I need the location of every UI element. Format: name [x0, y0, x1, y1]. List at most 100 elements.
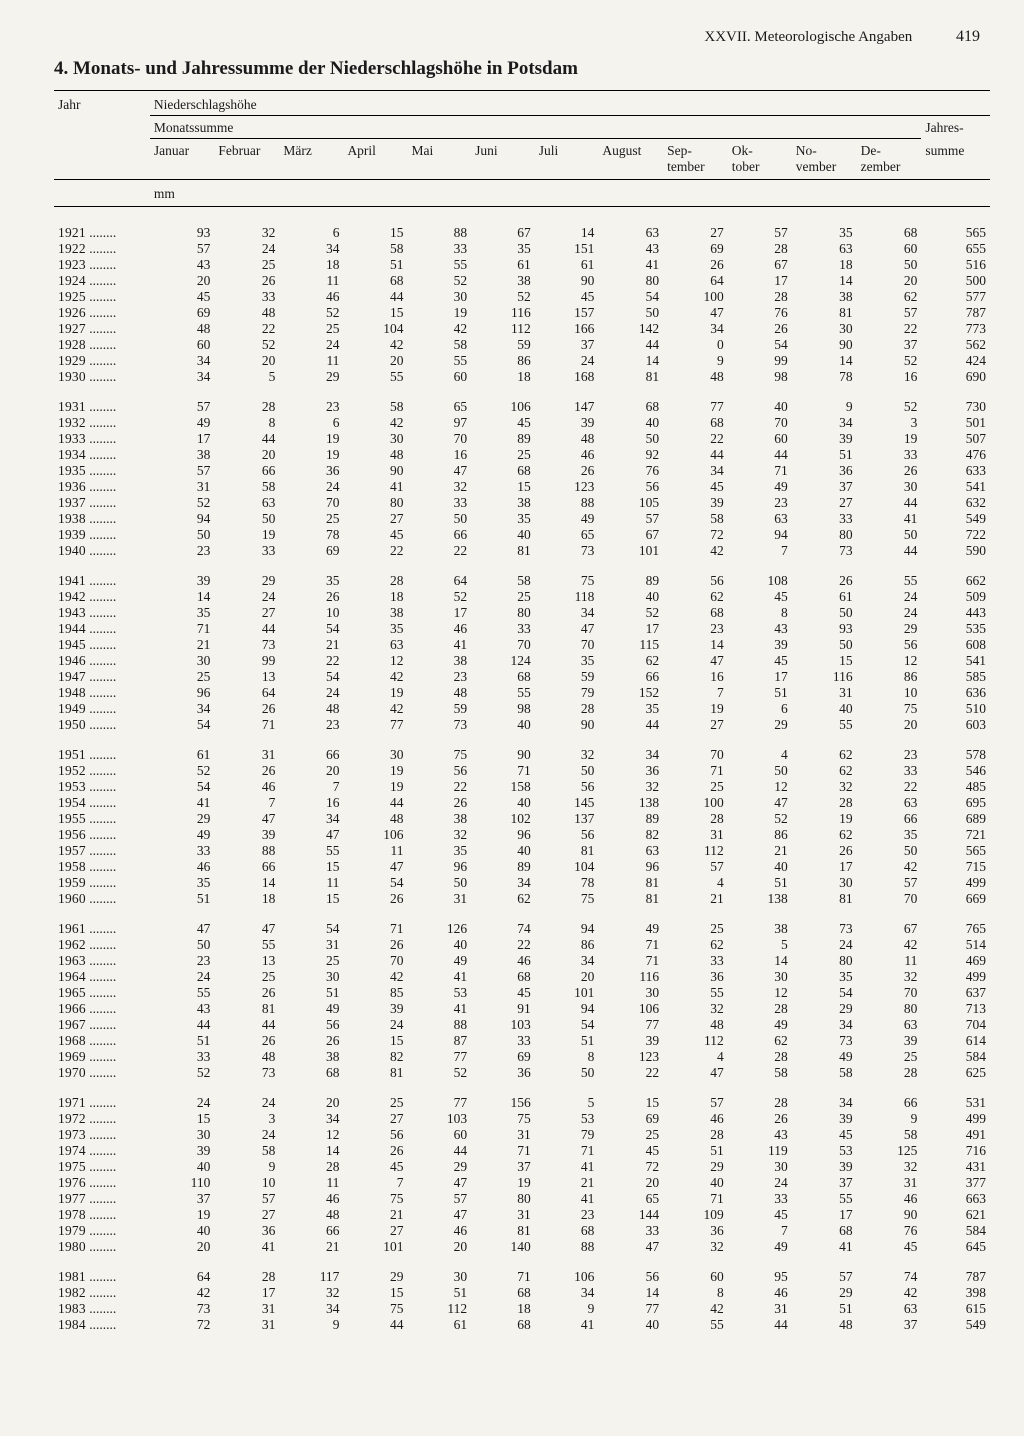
cell-value: 30 — [728, 969, 792, 985]
cell-value: 54 — [343, 875, 407, 891]
cell-value: 65 — [408, 399, 472, 415]
cell-value: 54 — [598, 289, 663, 305]
cell-value: 47 — [535, 621, 599, 637]
cell-value: 106 — [598, 1001, 663, 1017]
cell-value: 24 — [279, 337, 343, 353]
cell-value: 22 — [408, 543, 472, 559]
cell-yearsum: 549 — [921, 1317, 990, 1333]
cell-value: 22 — [471, 937, 535, 953]
cell-value: 27 — [792, 495, 857, 511]
cell-value: 80 — [471, 1191, 535, 1207]
cell-value: 40 — [792, 701, 857, 717]
cell-value: 22 — [598, 1065, 663, 1081]
cell-value: 29 — [279, 369, 343, 385]
cell-value: 18 — [279, 257, 343, 273]
table-row: 1970527368815236502247585828625 — [54, 1065, 990, 1081]
cell-value: 36 — [792, 463, 857, 479]
header-month: Januar — [150, 139, 215, 178]
table-row: 19674444562488103547748493463704 — [54, 1017, 990, 1033]
cell-value: 39 — [792, 1159, 857, 1175]
cell-value: 26 — [728, 321, 792, 337]
table-title: 4. Monats- und Jahressumme der Niedersch… — [54, 58, 990, 80]
cell-value: 109 — [663, 1207, 728, 1223]
cell-value: 47 — [728, 795, 792, 811]
cell-value: 56 — [857, 637, 922, 653]
cell-value: 101 — [535, 985, 599, 1001]
cell-value: 32 — [598, 779, 663, 795]
cell-value: 20 — [408, 1239, 472, 1255]
cell-value: 16 — [857, 369, 922, 385]
cell-yearsum: 663 — [921, 1191, 990, 1207]
cell-value: 15 — [471, 479, 535, 495]
cell-value: 50 — [728, 763, 792, 779]
cell-value: 39 — [150, 1143, 215, 1159]
cell-value: 50 — [857, 843, 922, 859]
cell-value: 26 — [279, 589, 343, 605]
cell-value: 12 — [728, 779, 792, 795]
cell-value: 36 — [663, 1223, 728, 1239]
cell-yearsum: 584 — [921, 1049, 990, 1065]
cell-value: 37 — [792, 1175, 857, 1191]
table-row: 1939501978456640656772948050722 — [54, 527, 990, 543]
cell-value: 28 — [857, 1065, 922, 1081]
cell-value: 17 — [792, 859, 857, 875]
table-row: 19225724345833351514369286360655 — [54, 241, 990, 257]
cell-value: 56 — [279, 1017, 343, 1033]
table-row: 1932498642974539406870343501 — [54, 415, 990, 431]
cell-value: 89 — [598, 811, 663, 827]
table-row: 19452173216341707011514395056608 — [54, 637, 990, 653]
cell-value: 42 — [343, 701, 407, 717]
cell-value: 24 — [343, 1017, 407, 1033]
section-label: XXVII. Meteorologische Angaben — [704, 29, 912, 45]
cell-value: 44 — [343, 795, 407, 811]
cell-value: 52 — [471, 289, 535, 305]
cell-value: 30 — [728, 1159, 792, 1175]
cell-value: 88 — [214, 843, 279, 859]
cell-value: 61 — [150, 747, 215, 763]
cell-value: 33 — [408, 495, 472, 511]
cell-value: 34 — [663, 463, 728, 479]
cell-value: 81 — [471, 1223, 535, 1239]
cell-value: 47 — [408, 1175, 472, 1191]
table-row: 1948966424194855791527513110636 — [54, 685, 990, 701]
cell-value: 42 — [663, 543, 728, 559]
cell-yearsum: 499 — [921, 969, 990, 985]
cell-yearsum: 637 — [921, 985, 990, 1001]
cell-value: 15 — [279, 859, 343, 875]
cell-value: 75 — [343, 1191, 407, 1207]
table-row: 1933174419307089485022603919507 — [54, 431, 990, 447]
cell-value: 21 — [150, 637, 215, 653]
cell-value: 70 — [663, 747, 728, 763]
cell-year: 1945 — [54, 637, 150, 653]
cell-yearsum: 716 — [921, 1143, 990, 1159]
cell-value: 86 — [857, 669, 922, 685]
cell-value: 101 — [598, 543, 663, 559]
table-row: 1934382019481625469244445133476 — [54, 447, 990, 463]
cell-value: 70 — [408, 431, 472, 447]
table-row: 1924202611685238908064171420500 — [54, 273, 990, 289]
cell-value: 64 — [663, 273, 728, 289]
cell-value: 44 — [214, 1017, 279, 1033]
cell-value: 6 — [279, 225, 343, 241]
cell-value: 25 — [279, 321, 343, 337]
cell-value: 30 — [408, 289, 472, 305]
cell-value: 79 — [535, 685, 599, 701]
cell-value: 81 — [792, 305, 857, 321]
cell-year: 1968 — [54, 1033, 150, 1049]
cell-yearsum: 431 — [921, 1159, 990, 1175]
cell-value: 112 — [471, 321, 535, 337]
cell-value: 26 — [343, 1143, 407, 1159]
cell-value: 34 — [150, 701, 215, 717]
cell-value: 68 — [279, 1065, 343, 1081]
cell-year: 1976 — [54, 1175, 150, 1191]
cell-value: 15 — [343, 305, 407, 321]
cell-value: 15 — [150, 1111, 215, 1127]
cell-value: 4 — [728, 747, 792, 763]
table-row: 19573388551135408163112212650565 — [54, 843, 990, 859]
cell-year: 1923 — [54, 257, 150, 273]
cell-value: 20 — [857, 273, 922, 289]
cell-year: 1962 — [54, 937, 150, 953]
table-row: 196250553126402286716252442514 — [54, 937, 990, 953]
cell-value: 31 — [214, 1301, 279, 1317]
cell-value: 16 — [663, 669, 728, 685]
